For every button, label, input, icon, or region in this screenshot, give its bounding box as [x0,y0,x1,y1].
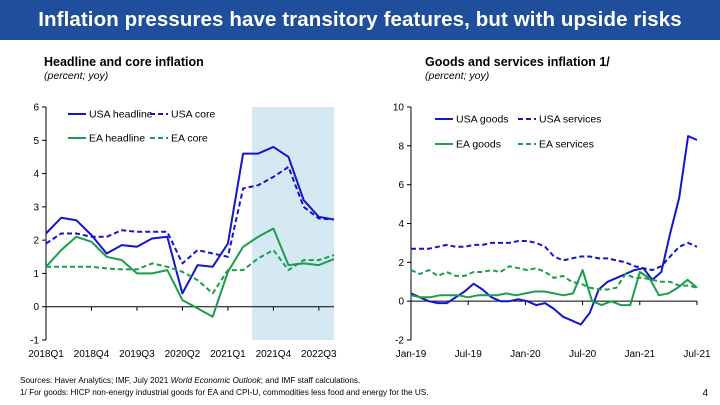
chart-2-legend-label-usa-services: USA services [539,114,601,126]
chart-1-shaded-region [252,107,334,340]
chart-2-y-tick-label: 2 [398,258,404,269]
chart-1-y-tick-label: -1 [30,336,39,347]
chart-2-x-tick-label: Jul-20 [569,349,597,360]
page-number: 4 [702,388,708,399]
chart-2-x-tick-label: Jul-21 [683,349,711,360]
chart-2-x-tick-label: Jan-20 [510,349,541,360]
chart-1-y-tick-label: 1 [33,269,39,280]
chart-2-y-tick-label: 8 [398,141,404,152]
chart-2-subtitle: (percent; yoy) [425,70,490,82]
chart-1-y-tick-label: 6 [33,103,39,114]
chart-2-y-tick-label: -2 [395,336,404,347]
chart-1-x-tick-label: 2018Q4 [74,349,110,360]
chart-2-series-ea-services [410,265,698,291]
chart-2-series-ea-goods [410,269,698,307]
chart-1-legend-label-ea-headline: EA headline [89,133,145,145]
chart-2-y-tick-label: 6 [398,180,404,191]
chart-2-x-tick-label: Jan-19 [396,349,427,360]
chart-1-subtitle: (percent; yoy) [44,70,109,82]
slide-title: Inflation pressures have transitory feat… [0,0,720,40]
chart-2-legend-label-ea-goods: EA goods [456,139,501,151]
chart-2-x-tick-label: Jan-21 [625,349,656,360]
chart-2-legend-label-ea-services: EA services [539,139,594,151]
chart-2-series-usa-services [411,240,698,272]
chart-1-x-tick-label: 2019Q3 [119,349,155,360]
chart-2-legend-label-usa-goods: USA goods [456,114,509,126]
chart-1-y-tick-label: 2 [33,236,39,247]
chart-1-y-tick-label: 4 [33,169,39,180]
chart-1-y-tick-label: 0 [33,302,39,313]
chart-1-y-tick-label: 3 [33,202,39,213]
chart-2-x-tick-label: Jul-19 [455,349,483,360]
chart-2-title: Goods and services inflation 1/ [425,55,610,69]
chart-1-x-tick-label: 2022Q3 [301,349,337,360]
chart-1-y-tick-label: 5 [33,136,39,147]
chart-1-x-tick-label: 2021Q1 [210,349,246,360]
chart-1-series-ea-headline [45,227,335,318]
sources-note: Sources: Haver Analytics; IMF, July 2021… [20,376,361,385]
chart-1-x-tick-label: 2018Q1 [28,349,64,360]
chart-1-series-usa-headline [45,145,335,295]
chart-2-y-tick-label: 4 [398,219,404,230]
chart-1-x-tick-label: 2020Q2 [165,349,201,360]
chart-1-title: Headline and core inflation [44,55,204,69]
chart-1-series-ea-core [46,249,335,295]
chart-1-legend-label-usa-core: USA core [171,109,216,121]
chart-2-y-tick-label: 10 [393,103,405,114]
footnote: 1/ For goods: HICP non-energy industrial… [20,388,429,397]
chart-1-x-tick-label: 2021Q4 [256,349,292,360]
chart-2-y-tick-label: 0 [398,297,404,308]
chart-1-series-usa-core [45,165,335,265]
chart-1-legend-label-ea-core: EA core [171,133,208,145]
chart-1-legend-label-usa-headline: USA headline [89,109,153,121]
